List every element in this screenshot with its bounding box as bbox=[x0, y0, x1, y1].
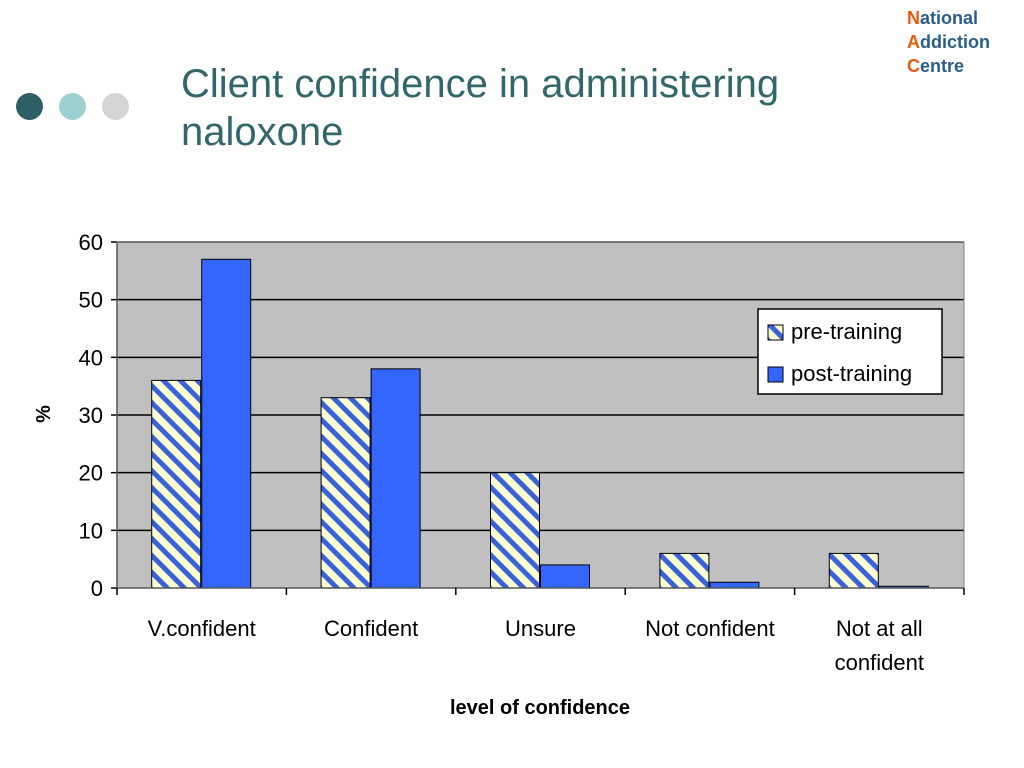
bar-pre-training-5 bbox=[828, 552, 879, 589]
bar-pre-training-2 bbox=[320, 397, 371, 589]
legend: pre-training post-training bbox=[757, 308, 943, 395]
x-tick-label: V.confident bbox=[148, 616, 256, 641]
x-tick-label: Unsure bbox=[505, 616, 576, 641]
bar-post-training-1 bbox=[201, 258, 252, 589]
legend-label-post-training: post-training bbox=[791, 361, 912, 386]
y-tick-label: 0 bbox=[91, 576, 103, 601]
y-tick-label: 20 bbox=[79, 461, 103, 486]
decorative-dots bbox=[16, 93, 129, 120]
logo-line-addiction: Addiction bbox=[907, 32, 990, 52]
y-tick-label: 30 bbox=[79, 403, 103, 428]
legend-swatch-pre-training bbox=[767, 324, 784, 341]
bar-post-training-4 bbox=[709, 581, 760, 589]
x-axis-label: level of confidence bbox=[450, 697, 630, 719]
bar-pre-training-1 bbox=[151, 379, 202, 589]
y-tick-label: 40 bbox=[79, 345, 103, 370]
y-tick-label: 60 bbox=[79, 230, 103, 255]
dot-dark bbox=[16, 93, 43, 120]
x-tick-labels: V.confident Confident Unsure Not confident N… bbox=[148, 616, 924, 675]
dot-light bbox=[59, 93, 86, 120]
legend-label-pre-training: pre-training bbox=[791, 319, 902, 344]
bar-post-training-2 bbox=[370, 368, 421, 589]
slide-title: Client confidence in administering nalox… bbox=[181, 62, 780, 154]
legend-swatch-post-training bbox=[767, 366, 784, 383]
y-tick-labels: 0 10 20 30 40 50 60 bbox=[79, 230, 103, 601]
y-tick-label: 50 bbox=[79, 288, 103, 313]
x-tick-label: Confident bbox=[324, 616, 418, 641]
logo-line-centre: Centre bbox=[907, 56, 965, 76]
x-tick-label: Not at all confident bbox=[835, 616, 924, 675]
y-tick-label: 10 bbox=[79, 518, 103, 543]
bar-post-training-3 bbox=[540, 564, 590, 589]
y-axis-label: % bbox=[33, 405, 55, 423]
dot-grey bbox=[102, 93, 129, 120]
axes bbox=[111, 241, 965, 595]
bars bbox=[151, 258, 929, 589]
x-tick-label: Not confident bbox=[645, 616, 775, 641]
logo-line-national: National bbox=[907, 8, 979, 28]
organization-logo: National Addiction Centre bbox=[907, 6, 990, 78]
bar-pre-training-4 bbox=[659, 552, 710, 589]
legend-box bbox=[757, 308, 943, 395]
plot-border bbox=[116, 241, 965, 589]
bar-pre-training-3 bbox=[490, 472, 540, 589]
